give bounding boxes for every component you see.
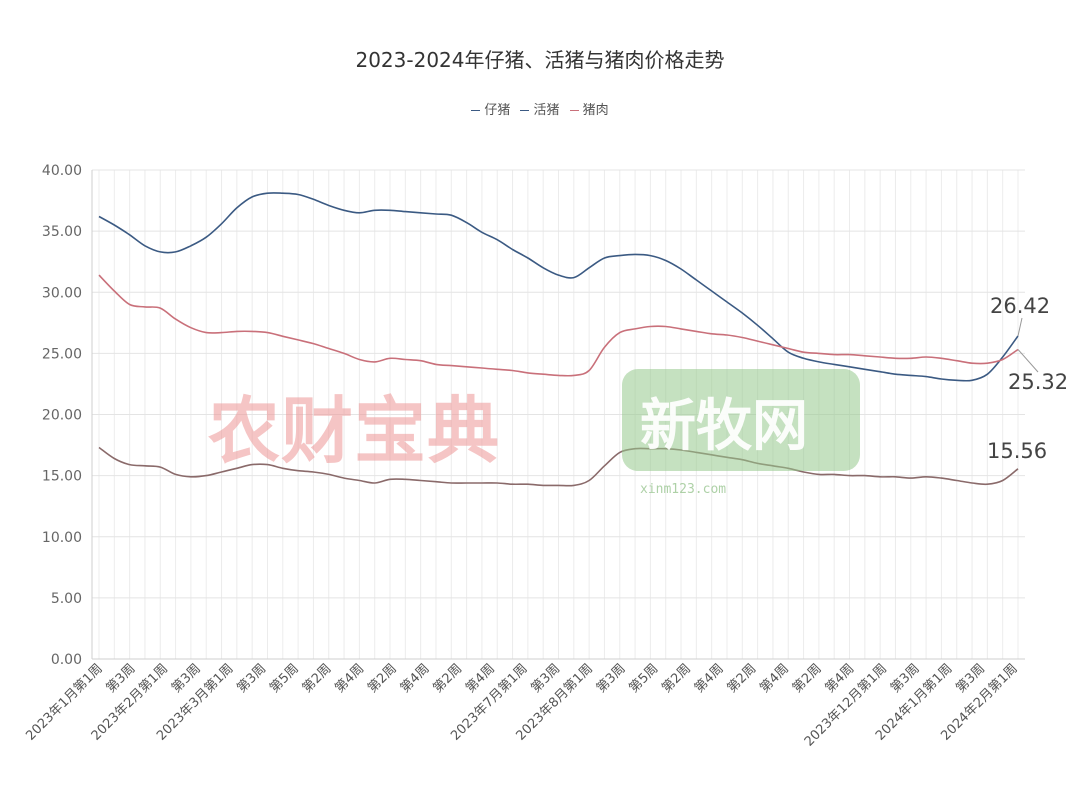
x-tick-label: 第2周 <box>725 661 760 696</box>
legend-label-piglet: 仔猪 <box>484 103 511 118</box>
legend-item-live-hog[interactable]: 活猪 <box>520 99 560 118</box>
x-tick-label: 第4周 <box>692 661 727 696</box>
watermark-right-url: xinm123.com <box>640 482 727 497</box>
series-line-piglet <box>98 192 1019 382</box>
end-label-pork: 25.32 <box>1008 370 1068 394</box>
x-tick-label: 第5周 <box>267 661 302 696</box>
watermark-right: 新牧网 <box>622 369 860 471</box>
chart-title: 2023-2024年仔猪、活猪与猪肉价格走势 <box>355 48 725 72</box>
legend-label-live-hog: 活猪 <box>533 103 560 118</box>
end-label-leader <box>1017 349 1039 373</box>
legend-item-pork[interactable]: 猪肉 <box>569 99 609 118</box>
x-tick-label: 第4周 <box>398 661 433 696</box>
end-label-piglet: 26.42 <box>990 294 1050 318</box>
x-tick-label: 第3周 <box>594 661 629 696</box>
end-label-live-hog: 15.56 <box>987 439 1047 463</box>
series-line-pork <box>98 274 1019 377</box>
y-tick-label: 15.00 <box>42 469 82 485</box>
y-tick-label: 35.00 <box>42 224 82 240</box>
watermark-right-text: 新牧网 <box>640 394 808 459</box>
legend[interactable]: 仔猪 活猪 猪肉 <box>0 99 1080 118</box>
y-tick-label: 40.00 <box>42 163 82 179</box>
end-label-leader <box>1017 317 1023 337</box>
legend-item-piglet[interactable]: 仔猪 <box>471 99 510 118</box>
legend-swatch-live-hog <box>520 110 530 111</box>
x-tick-label: 第3周 <box>234 661 269 696</box>
x-tick-label: 第2周 <box>430 661 465 696</box>
x-tick-label: 第5周 <box>627 661 662 696</box>
y-tick-label: 30.00 <box>42 285 82 301</box>
x-tick-label: 第2周 <box>790 661 825 696</box>
y-tick-label: 25.00 <box>42 346 82 362</box>
y-tick-label: 20.00 <box>42 408 82 424</box>
series-line-live-hog <box>98 446 1019 487</box>
legend-swatch-pork <box>569 110 579 111</box>
watermark-left: 农财宝典 <box>208 389 501 473</box>
y-tick-label: 10.00 <box>42 530 82 546</box>
legend-swatch-piglet <box>471 110 481 111</box>
x-tick-label: 第2周 <box>300 661 335 696</box>
x-tick-label: 第2周 <box>365 661 400 696</box>
x-tick-label: 第4周 <box>757 661 792 696</box>
y-tick-label: 0.00 <box>51 652 82 668</box>
y-tick-label: 5.00 <box>51 591 82 607</box>
legend-label-pork: 猪肉 <box>582 103 609 118</box>
x-tick-label: 第4周 <box>332 661 367 696</box>
x-tick-label: 第2周 <box>659 661 694 696</box>
